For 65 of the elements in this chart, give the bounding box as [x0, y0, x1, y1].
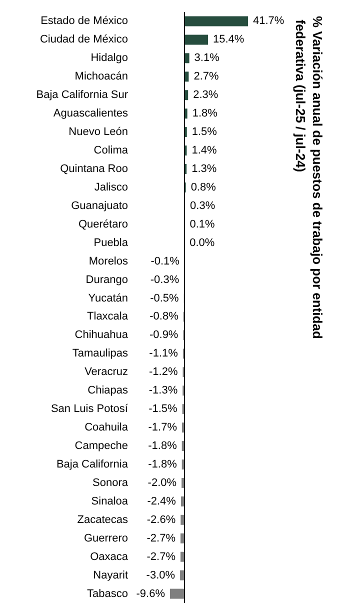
y-tick-label: Durango [86, 274, 128, 286]
data-label: 1.3% [192, 162, 217, 175]
y-tick-label: Guerrero [84, 532, 128, 544]
y-tick-label: Guanajuato [71, 200, 128, 212]
data-label: -0.8% [150, 310, 179, 323]
y-tick-label: Jalisco [94, 181, 128, 194]
y-tick-label: Sinaloa [91, 495, 129, 508]
y-tick-label: Chiapas [88, 384, 128, 397]
data-label: -1.1% [149, 348, 178, 360]
y-tick-label: Tamaulipas [72, 348, 128, 360]
data-label: 2.7% [194, 70, 219, 83]
y-tick-label: Veracruz [84, 366, 128, 378]
y-tick-label: Yucatán [88, 292, 128, 304]
data-label: -1.8% [148, 440, 178, 452]
y-tick-label: Puebla [94, 236, 129, 249]
y-tick-label: Zacatecas [77, 514, 128, 526]
y-tick-label: San Luis Potosí [50, 403, 129, 416]
y-tick-label: Estado de México [40, 15, 128, 28]
y-tick-label: Tabasco [87, 588, 128, 600]
y-tick-label: Oaxaca [90, 550, 129, 563]
y-tick-label: Querétaro [78, 218, 128, 230]
y-tick-label: Sonora [92, 476, 129, 489]
data-label: -9.6% [136, 588, 166, 600]
y-tick-label: Hidalgo [90, 52, 128, 64]
y-tick-label: Aguascalientes [53, 108, 128, 120]
data-label: 0.0% [190, 236, 215, 249]
y-tick-label: Chihuahua [74, 329, 129, 342]
y-tick-label: Tlaxcala [87, 310, 129, 323]
y-tick-label: Morelos [88, 255, 128, 268]
data-label: -1.3% [148, 384, 178, 397]
data-label: -2.0% [148, 476, 177, 489]
y-tick-label: Baja California Sur [36, 89, 128, 102]
text: % Variación anual de puestos de trabajo por entidad federativa (jul-25 / jul-24) [293, 16, 325, 339]
data-label: 1.5% [192, 126, 218, 138]
y-tick-label: Campeche [74, 440, 128, 452]
y-tick-label: Nuevo León [68, 126, 128, 138]
data-label: 41.7% [253, 15, 284, 28]
data-label: -3.0% [146, 569, 176, 582]
data-label: -0.3% [150, 274, 180, 286]
y-tick-label: Coahuila [84, 422, 129, 434]
data-label: -1.2% [149, 366, 178, 378]
data-label: -0.1% [150, 255, 180, 268]
data-label: -1.8% [148, 458, 178, 470]
data-label: -2.7% [146, 532, 176, 544]
y-tick-label: Colima [94, 144, 129, 157]
data-label: 1.8% [192, 108, 218, 120]
data-label: 3.1% [194, 52, 220, 64]
data-label: 0.1% [190, 218, 216, 230]
y-tick-label: Michoacán [74, 70, 128, 83]
data-label: -1.5% [148, 403, 178, 416]
data-label: -2.6% [146, 514, 176, 526]
data-label: -1.7% [148, 422, 178, 434]
data-label: -2.4% [147, 495, 176, 508]
data-label: 0.3% [190, 200, 216, 212]
data-label: 15.4% [213, 34, 244, 46]
data-label: 2.3% [193, 89, 218, 102]
data-label: -0.9% [149, 329, 178, 342]
data-label: -0.5% [150, 292, 180, 304]
y-tick-label: Ciudad de México [40, 34, 128, 46]
data-label: 1.4% [192, 144, 218, 157]
y-tick-label: Quintana Roo [60, 162, 128, 175]
data-label: -2.7% [146, 550, 176, 563]
y-tick-label: Baja California [56, 458, 129, 470]
data-label: 0.8% [190, 181, 216, 194]
y-tick-label: Nayarit [93, 569, 128, 582]
